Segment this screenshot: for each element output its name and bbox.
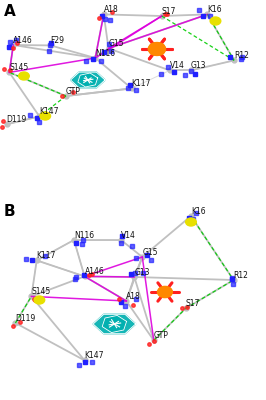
- Text: D119: D119: [7, 115, 27, 124]
- Polygon shape: [93, 314, 136, 334]
- Circle shape: [186, 218, 196, 226]
- Polygon shape: [70, 72, 105, 88]
- Text: S145: S145: [9, 63, 28, 72]
- Text: V14: V14: [121, 231, 136, 240]
- Circle shape: [19, 72, 29, 80]
- Text: A18: A18: [126, 292, 141, 301]
- Text: S145: S145: [31, 287, 51, 296]
- Text: A146: A146: [13, 36, 33, 45]
- Text: K16: K16: [191, 207, 206, 216]
- Text: F29: F29: [51, 36, 65, 45]
- Text: K147: K147: [39, 107, 59, 116]
- Polygon shape: [78, 73, 98, 87]
- Text: V14: V14: [170, 61, 185, 70]
- Text: S17: S17: [162, 7, 176, 16]
- Text: S17: S17: [186, 299, 200, 308]
- Circle shape: [40, 112, 51, 120]
- Text: A: A: [4, 4, 16, 19]
- Text: R12: R12: [234, 51, 249, 60]
- Text: A18: A18: [104, 5, 118, 14]
- Circle shape: [148, 43, 165, 55]
- Text: GTP: GTP: [154, 331, 169, 340]
- Text: GTP: GTP: [66, 87, 81, 96]
- Text: K16: K16: [207, 5, 222, 14]
- Text: K117: K117: [37, 252, 56, 260]
- Circle shape: [210, 17, 221, 25]
- Text: G15: G15: [109, 39, 124, 48]
- Text: G13: G13: [191, 61, 206, 70]
- Circle shape: [157, 286, 172, 298]
- Text: N116: N116: [74, 231, 94, 240]
- Polygon shape: [102, 316, 127, 332]
- Text: K117: K117: [132, 79, 151, 88]
- Circle shape: [34, 296, 45, 304]
- Text: G15: G15: [142, 248, 158, 257]
- Text: B: B: [4, 204, 16, 219]
- Text: A146: A146: [85, 267, 104, 276]
- Text: D119: D119: [15, 314, 36, 323]
- Text: G13: G13: [134, 268, 150, 277]
- Text: K147: K147: [85, 351, 104, 360]
- Circle shape: [148, 43, 165, 55]
- Text: N116: N116: [95, 49, 115, 58]
- Text: R12: R12: [234, 271, 248, 280]
